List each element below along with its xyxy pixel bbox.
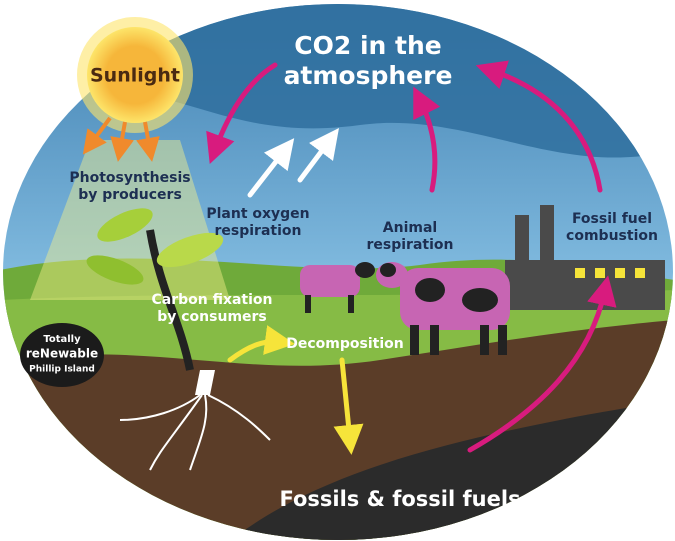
label: Plant oxygen: [206, 206, 309, 222]
carbon-cycle-diagram: Sunlight CO2 in the atmosphere Photosynt…: [0, 0, 675, 541]
logo-text: Totally: [43, 334, 81, 345]
label: Fossil fuel: [572, 211, 652, 227]
label: Animal: [383, 220, 437, 236]
sun-label: Sunlight: [90, 65, 180, 87]
label: Carbon fixation: [151, 292, 272, 308]
logo-text: Phillip Island: [29, 365, 95, 375]
label: by consumers: [157, 309, 267, 325]
atmosphere-label: CO2 in the: [294, 31, 441, 60]
label: Decomposition: [286, 336, 403, 352]
label: combustion: [566, 228, 658, 244]
label: by producers: [78, 187, 182, 203]
label: Photosynthesis: [69, 170, 190, 186]
atmosphere-label: atmosphere: [284, 61, 453, 90]
label: respiration: [215, 223, 302, 239]
fossils-label: Fossils & fossil fuels: [279, 487, 520, 511]
logo-text: reNewable: [26, 347, 98, 361]
label: respiration: [367, 237, 454, 253]
